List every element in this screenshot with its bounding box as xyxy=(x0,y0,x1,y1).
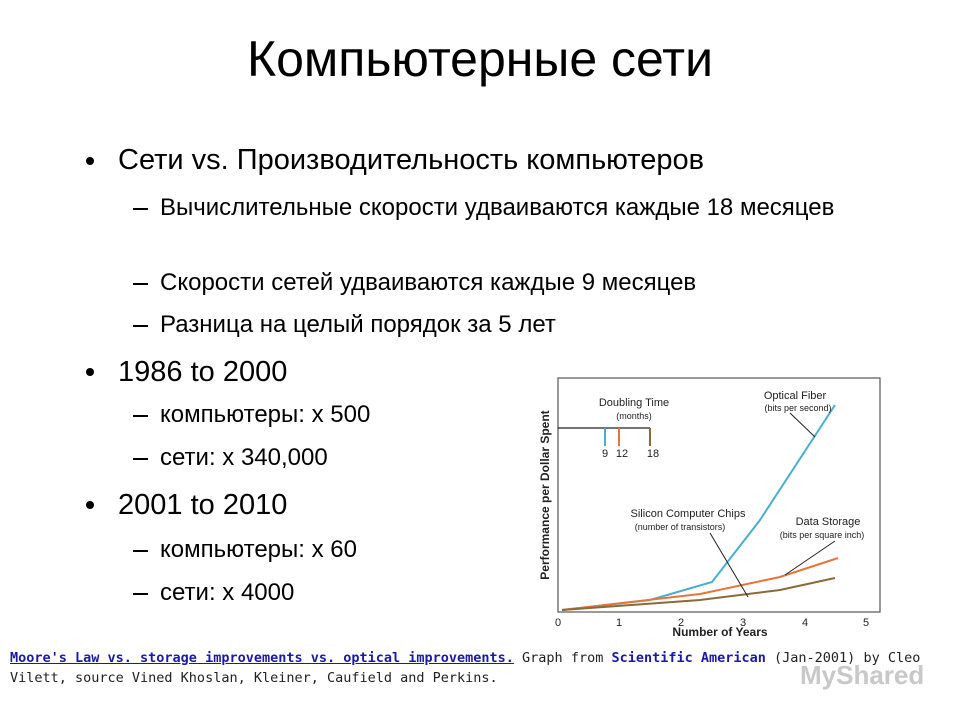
x-tick-label: 5 xyxy=(863,617,869,629)
caption: Moore's Law vs. storage improvements vs.… xyxy=(10,648,955,688)
y-axis-label: Performance per Dollar Spent xyxy=(538,410,552,579)
dash xyxy=(133,593,148,595)
doubling-value: 12 xyxy=(616,448,628,460)
dash xyxy=(133,458,148,460)
curve-unit: (bits per second) xyxy=(764,403,831,413)
doubling-value: 9 xyxy=(602,448,608,460)
curve-unit: (number of transistors) xyxy=(635,522,726,532)
sub-item: сети: x 340,000 xyxy=(160,444,328,471)
plot-frame xyxy=(557,377,881,613)
bullet xyxy=(86,501,94,509)
sub-item: Вычислительные скорости удваиваются кажд… xyxy=(160,194,835,221)
slide-title: Компьютерные сети xyxy=(246,31,713,87)
x-tick-label: 3 xyxy=(740,617,746,629)
sub-item: сети: x 4000 xyxy=(160,579,295,606)
bullet xyxy=(86,368,94,376)
caption-text: Graph from xyxy=(513,650,612,666)
curve-unit: (bits per square inch) xyxy=(780,530,865,540)
dash xyxy=(133,325,148,327)
caption-text: (Jan-2001) by Cleo Vilett, source Vined … xyxy=(10,650,921,686)
doubling-unit: (months) xyxy=(616,411,652,421)
sub-item: Скорости сетей удваиваются каждые 9 меся… xyxy=(160,269,697,296)
sub-item: компьютеры: x 500 xyxy=(160,401,371,428)
dash xyxy=(133,415,148,417)
x-tick-label: 0 xyxy=(555,617,561,629)
sub-item: Разница на целый порядок за 5 лет xyxy=(160,311,556,338)
storage-curve xyxy=(561,557,839,611)
dash xyxy=(133,208,148,210)
x-tick-label: 2 xyxy=(678,617,684,629)
x-axis-label: Number of Years xyxy=(672,625,767,639)
x-tick-label: 4 xyxy=(802,617,808,629)
caption-source: Scientific American xyxy=(611,650,766,666)
pointer xyxy=(709,532,749,598)
silicon-curve xyxy=(561,577,836,611)
bullet-text: Сети vs. Производительность компьютеров xyxy=(118,144,705,176)
curve-label: Optical Fiber xyxy=(764,390,827,402)
bullet-text: 1986 to 2000 xyxy=(118,356,288,388)
sub-item: компьютеры: x 60 xyxy=(160,536,357,563)
dash xyxy=(133,550,148,552)
doubling-value: 18 xyxy=(647,448,659,460)
bullet xyxy=(86,157,94,165)
pointer xyxy=(789,412,816,438)
curve-label: Silicon Computer Chips xyxy=(631,508,746,520)
caption-link[interactable]: Moore's Law vs. storage improvements vs.… xyxy=(10,650,514,666)
x-tick-label: 1 xyxy=(616,617,622,629)
dash xyxy=(133,283,148,285)
doubling-title: Doubling Time xyxy=(599,397,669,409)
curve-label: Data Storage xyxy=(796,516,861,528)
bullet-text: 2001 to 2010 xyxy=(118,489,288,521)
watermark: MyShared xyxy=(800,660,925,690)
pointer xyxy=(784,540,836,576)
